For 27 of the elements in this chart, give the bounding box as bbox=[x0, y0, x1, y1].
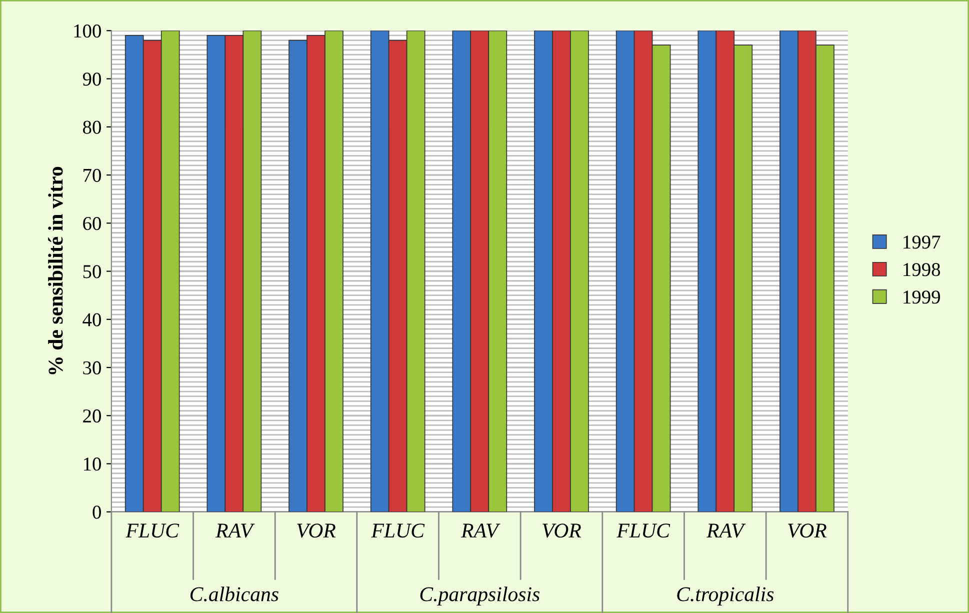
y-tick-label: 70 bbox=[84, 168, 101, 182]
x-tick-label: VOR bbox=[297, 524, 336, 538]
y-tick-label: 60 bbox=[83, 216, 101, 230]
y-tick-label: 40 bbox=[82, 313, 101, 326]
x-tick-label: RAV bbox=[216, 524, 255, 538]
legend-label: 1999 bbox=[904, 290, 940, 304]
y-tick-label: 100 bbox=[74, 24, 101, 38]
x-tick-label: RAV bbox=[706, 524, 746, 538]
legend-label: 1997 bbox=[904, 236, 940, 249]
y-tick-label: 90 bbox=[82, 72, 101, 86]
y-tick-label: 0 bbox=[92, 506, 101, 519]
y-tick-label: 20 bbox=[83, 409, 101, 423]
text: C.albicans bbox=[190, 586, 278, 602]
y-tick-label: 10 bbox=[84, 458, 101, 471]
x-tick-label: RAV bbox=[460, 524, 500, 538]
x-tick-label: FLUC bbox=[126, 524, 180, 538]
x-tick-label: FLUC bbox=[371, 524, 425, 538]
x-tick-label: VOR bbox=[788, 524, 827, 538]
y-axis-title: % de sensibilité in vitro bbox=[48, 166, 63, 374]
x-tick-label: VOR bbox=[542, 524, 582, 538]
y-tick-label: 30 bbox=[83, 361, 101, 374]
y-tick-label: 80 bbox=[83, 120, 101, 134]
y-tick-label: 50 bbox=[83, 265, 101, 278]
text: C.tropicalis bbox=[677, 586, 774, 606]
x-tick-label: FLUC bbox=[616, 524, 670, 538]
text: C.parapsilosis bbox=[420, 586, 540, 606]
legend-label: 1998 bbox=[904, 263, 940, 276]
